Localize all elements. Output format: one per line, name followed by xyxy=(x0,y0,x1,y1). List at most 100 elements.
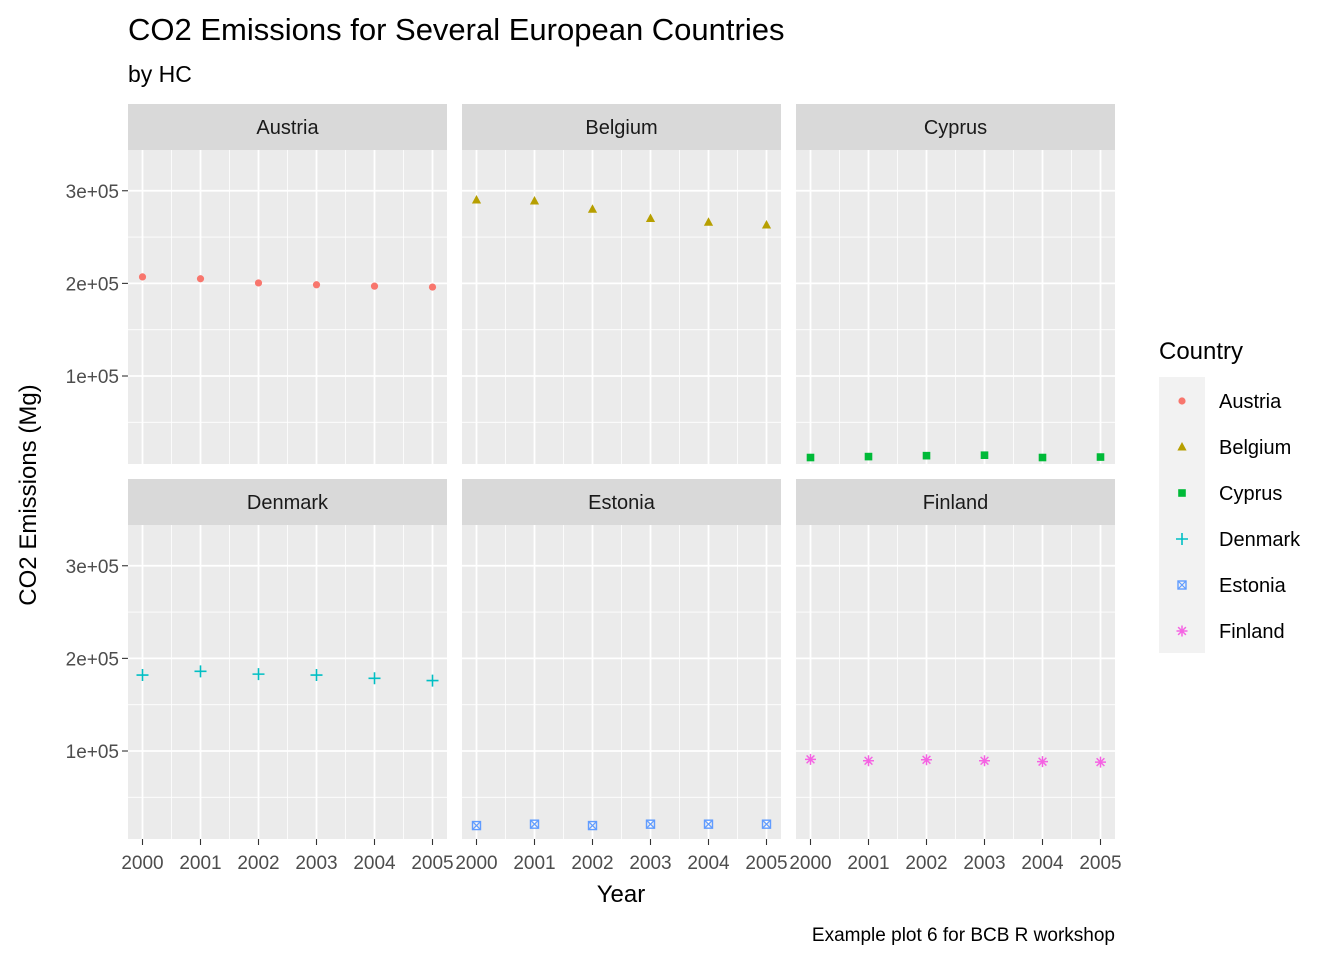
data-point xyxy=(645,819,656,829)
x-tick-label: 2000 xyxy=(121,853,163,874)
x-tick-label: 2000 xyxy=(455,853,497,874)
legend-key xyxy=(1178,397,1186,405)
x-tick-label: 2002 xyxy=(905,853,947,874)
data-point xyxy=(252,668,265,681)
data-point xyxy=(806,453,815,462)
data-point xyxy=(863,755,874,767)
data-point xyxy=(703,217,714,226)
legend-item-denmark: Denmark xyxy=(1176,529,1301,551)
legend-label: Cyprus xyxy=(1219,483,1282,505)
facet-strip-label: Austria xyxy=(256,117,319,139)
chart-subtitle: by HC xyxy=(128,61,192,87)
data-point xyxy=(138,273,147,281)
legend: Austria Belgium Cyprus Denmark Estonia Finlan… xyxy=(1159,377,1301,653)
facet-strip xyxy=(128,104,447,150)
data-point xyxy=(471,195,482,204)
facet-panels: Austria 1e+05 2e+05 3e+05 Belgium Cyprus Denma… xyxy=(66,104,1122,874)
data-point xyxy=(1038,453,1047,462)
data-point xyxy=(426,674,439,687)
x-tick-label: 2000 xyxy=(789,853,831,874)
data-point xyxy=(980,451,989,460)
data-point xyxy=(587,204,598,213)
y-tick-label: 2e+05 xyxy=(66,274,119,295)
x-tick-label: 2004 xyxy=(687,853,730,874)
facet-panel-denmark: Denmark 1e+05 2e+05 3e+05 2000 2001 2002 2003 20… xyxy=(66,479,454,874)
chart-title: CO2 Emissions for Several European Count… xyxy=(128,12,784,47)
chart-caption: Example plot 6 for BCB R workshop xyxy=(812,925,1115,946)
y-axis-title: CO2 Emissions (Mg) xyxy=(15,384,42,605)
legend-key xyxy=(1176,625,1188,637)
legend-item-austria: Austria xyxy=(1178,391,1282,413)
x-tick-label: 2004 xyxy=(353,853,396,874)
facet-strip xyxy=(796,479,1115,525)
legend-key xyxy=(1178,489,1186,497)
legend-key xyxy=(1176,533,1188,545)
legend-item-finland: Finland xyxy=(1176,621,1285,643)
x-tick-label: 2005 xyxy=(1079,853,1121,874)
legend-title: Country xyxy=(1159,338,1243,365)
data-point xyxy=(761,220,772,229)
data-point xyxy=(587,820,598,831)
y-tick-label: 1e+05 xyxy=(66,367,119,388)
data-point xyxy=(922,451,931,460)
x-tick-label: 2001 xyxy=(513,853,555,874)
data-point xyxy=(761,819,772,829)
data-point xyxy=(310,669,323,682)
data-point xyxy=(254,279,263,287)
facet-strip xyxy=(128,479,447,525)
y-tick-label: 3e+05 xyxy=(66,557,119,578)
data-point xyxy=(312,281,321,289)
legend-label: Estonia xyxy=(1219,575,1287,597)
x-tick-label: 2003 xyxy=(295,853,337,874)
facet-strip-label: Estonia xyxy=(588,492,656,514)
legend-item-cyprus: Cyprus xyxy=(1178,483,1282,505)
data-point xyxy=(368,672,381,685)
data-point xyxy=(370,282,379,290)
legend-key xyxy=(1177,442,1187,451)
data-point xyxy=(805,753,816,765)
data-point xyxy=(196,275,205,283)
legend-label: Austria xyxy=(1219,391,1282,413)
x-tick-label: 2003 xyxy=(629,853,671,874)
data-point xyxy=(864,452,873,461)
legend-key xyxy=(1177,580,1187,590)
data-point xyxy=(529,819,540,829)
legend-item-belgium: Belgium xyxy=(1177,437,1291,459)
data-point xyxy=(194,665,207,678)
facet-panel-belgium: Belgium xyxy=(462,104,781,464)
data-point xyxy=(1096,453,1105,461)
x-tick-label: 2005 xyxy=(411,853,453,874)
legend-key-background xyxy=(1159,377,1205,653)
x-tick-label: 2002 xyxy=(237,853,279,874)
x-tick-label: 2005 xyxy=(745,853,787,874)
facet-strip-label: Cyprus xyxy=(924,117,987,139)
x-tick-label: 2003 xyxy=(963,853,1005,874)
data-point xyxy=(979,755,990,767)
x-tick-label: 2002 xyxy=(571,853,613,874)
legend-label: Denmark xyxy=(1219,529,1301,551)
facet-strip-label: Belgium xyxy=(585,117,657,139)
legend-item-estonia: Estonia xyxy=(1177,575,1287,597)
facet-panel-austria: Austria 1e+05 2e+05 3e+05 xyxy=(66,104,447,464)
data-point xyxy=(921,754,932,766)
facet-strip xyxy=(462,104,781,150)
x-tick-label: 2001 xyxy=(179,853,221,874)
facet-panel-estonia: Estonia 2000 2001 2002 2003 2004 2005 xyxy=(455,479,788,874)
facet-panel-cyprus: Cyprus xyxy=(796,104,1115,464)
data-point xyxy=(1095,756,1106,768)
data-point xyxy=(136,669,149,682)
facet-strip-label: Finland xyxy=(923,492,989,514)
legend-label: Finland xyxy=(1219,621,1285,643)
y-tick-label: 2e+05 xyxy=(66,649,119,670)
facet-panel-finland: Finland 2000 2001 2002 2003 2004 2005 xyxy=(789,479,1122,874)
data-point xyxy=(529,195,540,205)
x-axis-title: Year xyxy=(597,881,646,908)
x-tick-label: 2001 xyxy=(847,853,889,874)
data-point xyxy=(471,820,482,831)
data-point xyxy=(703,819,714,829)
y-tick-label: 1e+05 xyxy=(66,742,119,763)
facet-strip xyxy=(796,104,1115,150)
legend-label: Belgium xyxy=(1219,437,1291,459)
facet-strip-label: Denmark xyxy=(247,492,329,514)
